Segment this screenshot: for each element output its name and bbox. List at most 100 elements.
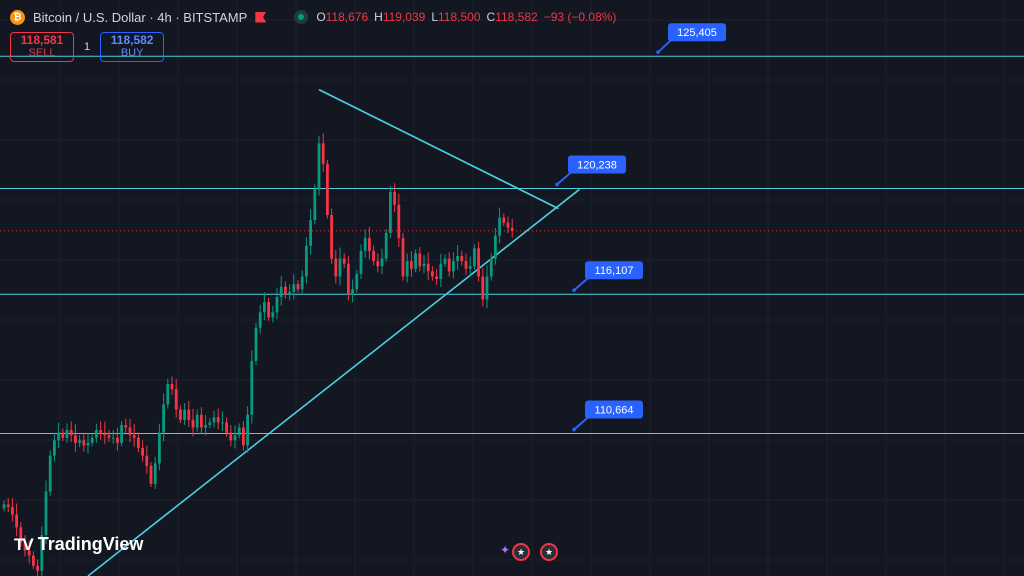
candle-body bbox=[61, 432, 65, 438]
candle-body bbox=[145, 455, 149, 466]
tradingview-logo-text: TradingView bbox=[37, 534, 144, 554]
sparkle-icon: ✦ bbox=[500, 543, 511, 557]
candle bbox=[74, 424, 77, 452]
buy-button[interactable]: 118,582 BUY bbox=[100, 32, 165, 62]
us-event-flag-icon[interactable]: ★ bbox=[512, 543, 531, 561]
candle-body bbox=[204, 424, 207, 428]
candle-body bbox=[103, 432, 107, 436]
trendline-upper bbox=[318, 88, 559, 210]
market-status-icon[interactable] bbox=[294, 10, 309, 24]
high-label: H bbox=[374, 10, 383, 24]
candle bbox=[292, 274, 296, 300]
candle-body bbox=[359, 250, 363, 274]
candle bbox=[489, 253, 493, 281]
candle-body bbox=[233, 435, 237, 441]
candle-body bbox=[69, 430, 73, 436]
candle-body bbox=[330, 215, 333, 259]
us-event-flag-icon[interactable]: ★ bbox=[540, 543, 559, 561]
trendline-lower bbox=[87, 188, 580, 576]
candle-body bbox=[195, 414, 199, 428]
candle bbox=[351, 279, 354, 303]
callout-box bbox=[668, 23, 726, 42]
candle bbox=[464, 253, 468, 275]
candle-body bbox=[296, 284, 300, 290]
candle bbox=[141, 440, 144, 462]
candle bbox=[305, 237, 308, 284]
callout-pointer bbox=[657, 38, 673, 53]
candle-body bbox=[15, 514, 18, 528]
candle-body bbox=[107, 435, 111, 438]
candle bbox=[36, 559, 39, 576]
sell-button[interactable]: 118,581 SELL bbox=[10, 32, 74, 62]
candle bbox=[32, 551, 35, 570]
callout-label: 125,405 bbox=[677, 27, 717, 39]
flag-icon[interactable] bbox=[255, 11, 267, 23]
callout-pointer bbox=[573, 415, 590, 431]
candle bbox=[128, 418, 132, 443]
candle bbox=[229, 425, 233, 447]
candle bbox=[263, 292, 266, 321]
callout-pointer bbox=[556, 170, 573, 186]
candle-body bbox=[225, 422, 228, 433]
buy-label: BUY bbox=[120, 47, 144, 59]
candle bbox=[124, 418, 128, 433]
candle-body bbox=[271, 312, 275, 318]
candle bbox=[200, 407, 203, 434]
callout-anchor bbox=[572, 427, 576, 432]
candle bbox=[380, 248, 384, 275]
candle-body bbox=[363, 238, 367, 251]
candle bbox=[23, 535, 27, 557]
candle-body bbox=[254, 327, 258, 361]
candle bbox=[363, 229, 367, 258]
candle-body bbox=[506, 222, 510, 228]
candle-body bbox=[128, 427, 132, 436]
candlestick-series bbox=[2, 133, 514, 576]
candle-body bbox=[313, 189, 317, 221]
candle-body bbox=[460, 256, 464, 262]
candle-body bbox=[309, 220, 312, 246]
candle-body bbox=[208, 422, 212, 425]
candle bbox=[271, 305, 275, 323]
candle-body bbox=[44, 491, 48, 536]
candle-body bbox=[40, 535, 44, 571]
bitcoin-icon: ₿ bbox=[10, 9, 25, 25]
candle-body bbox=[347, 263, 350, 295]
candle-body bbox=[380, 258, 384, 267]
candle bbox=[99, 421, 102, 440]
candle bbox=[208, 418, 212, 429]
candle-body bbox=[187, 409, 191, 420]
candle-body bbox=[11, 506, 14, 515]
candle bbox=[65, 423, 69, 443]
candle-body bbox=[410, 261, 413, 269]
candle bbox=[359, 244, 363, 280]
candle-body bbox=[473, 248, 476, 267]
price-callout: 120,238 bbox=[555, 155, 626, 187]
candle bbox=[326, 159, 329, 219]
buy-price: 118,582 bbox=[110, 33, 154, 47]
candle bbox=[418, 247, 422, 272]
candle bbox=[376, 253, 380, 273]
trade-panel: 118,581 SELL 1 118,582 BUY bbox=[10, 32, 165, 62]
candle-body bbox=[468, 266, 472, 269]
open-label: O bbox=[316, 10, 326, 24]
candle bbox=[502, 213, 506, 226]
candle-body bbox=[78, 440, 81, 443]
tradingview-logo[interactable]: TV TradingView bbox=[14, 534, 143, 555]
candle bbox=[397, 193, 401, 247]
candle bbox=[389, 185, 392, 239]
callout-label: 120,238 bbox=[577, 159, 617, 171]
candle-body bbox=[279, 286, 283, 297]
triangle-trendlines bbox=[87, 88, 580, 576]
candle bbox=[468, 256, 472, 277]
candle bbox=[288, 284, 291, 301]
candle bbox=[187, 400, 191, 427]
candle bbox=[86, 433, 90, 454]
candle-body bbox=[485, 276, 489, 300]
symbol-title[interactable]: Bitcoin / U.S. Dollar · 4h · BITSTAMP bbox=[33, 9, 248, 25]
candle bbox=[410, 251, 413, 277]
candle-body bbox=[229, 432, 233, 441]
candle bbox=[116, 427, 119, 451]
candle bbox=[107, 429, 111, 442]
candle bbox=[149, 461, 153, 488]
